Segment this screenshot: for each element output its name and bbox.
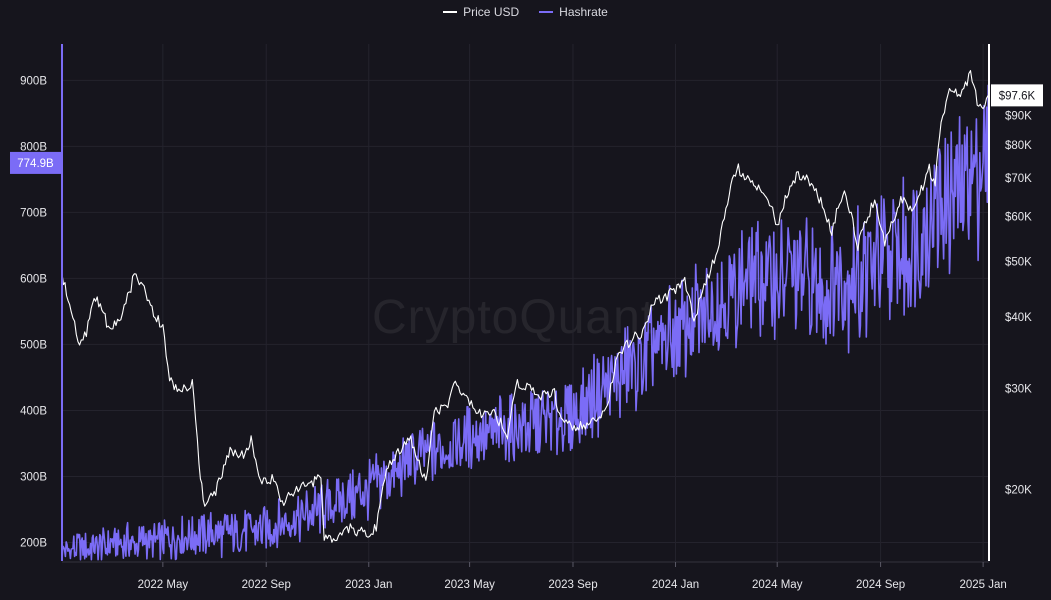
legend-item-hashrate[interactable]: Hashrate [539, 5, 608, 19]
left-tick-label: 900B [20, 75, 47, 87]
watermark: CryptoQuant [372, 291, 656, 344]
legend-label-hashrate: Hashrate [559, 5, 608, 19]
right-tick-label: $70K [1005, 173, 1032, 185]
left-tick-label: 700B [20, 207, 47, 219]
x-tick-label: 2023 Jan [345, 579, 392, 591]
right-tick-label: $20K [1005, 484, 1032, 496]
x-tick-label: 2023 Sep [548, 579, 597, 591]
x-tick-label: 2024 Sep [856, 579, 905, 591]
legend: Price USD Hashrate [0, 5, 1051, 19]
x-tick-label: 2025 Jan [959, 579, 1006, 591]
right-tick-label: $40K [1005, 312, 1032, 324]
price-current-label: $97.6K [999, 90, 1036, 102]
hashrate-current-label: 774.9B [17, 158, 54, 170]
hashrate-series-line [61, 84, 990, 561]
x-tick-label: 2024 Jan [652, 579, 699, 591]
right-tick-label: $80K [1005, 140, 1032, 152]
right-tick-label: $50K [1005, 257, 1032, 269]
price-current-badge [991, 84, 1043, 107]
x-tick-label: 2022 May [138, 579, 189, 591]
left-tick-label: 400B [20, 405, 47, 417]
price-swatch-icon [443, 11, 458, 13]
left-tick-label: 300B [20, 471, 47, 483]
x-tick-label: 2023 May [444, 579, 495, 591]
x-tick-label: 2022 Sep [242, 579, 291, 591]
legend-label-price: Price USD [463, 5, 520, 19]
right-tick-label: $30K [1005, 384, 1032, 396]
price-series-line [61, 70, 989, 543]
right-tick-label: $90K [1005, 111, 1032, 123]
hashrate-current-badge [10, 151, 61, 174]
left-tick-label: 500B [20, 339, 47, 351]
left-tick-label: 800B [20, 141, 47, 153]
right-tick-label: $60K [1005, 211, 1032, 223]
gridlines [62, 44, 989, 561]
left-tick-label: 600B [20, 273, 47, 285]
legend-item-price[interactable]: Price USD [443, 5, 519, 19]
hashrate-swatch-icon [539, 11, 554, 13]
left-tick-label: 200B [20, 538, 47, 550]
x-tick-label: 2024 May [752, 579, 803, 591]
